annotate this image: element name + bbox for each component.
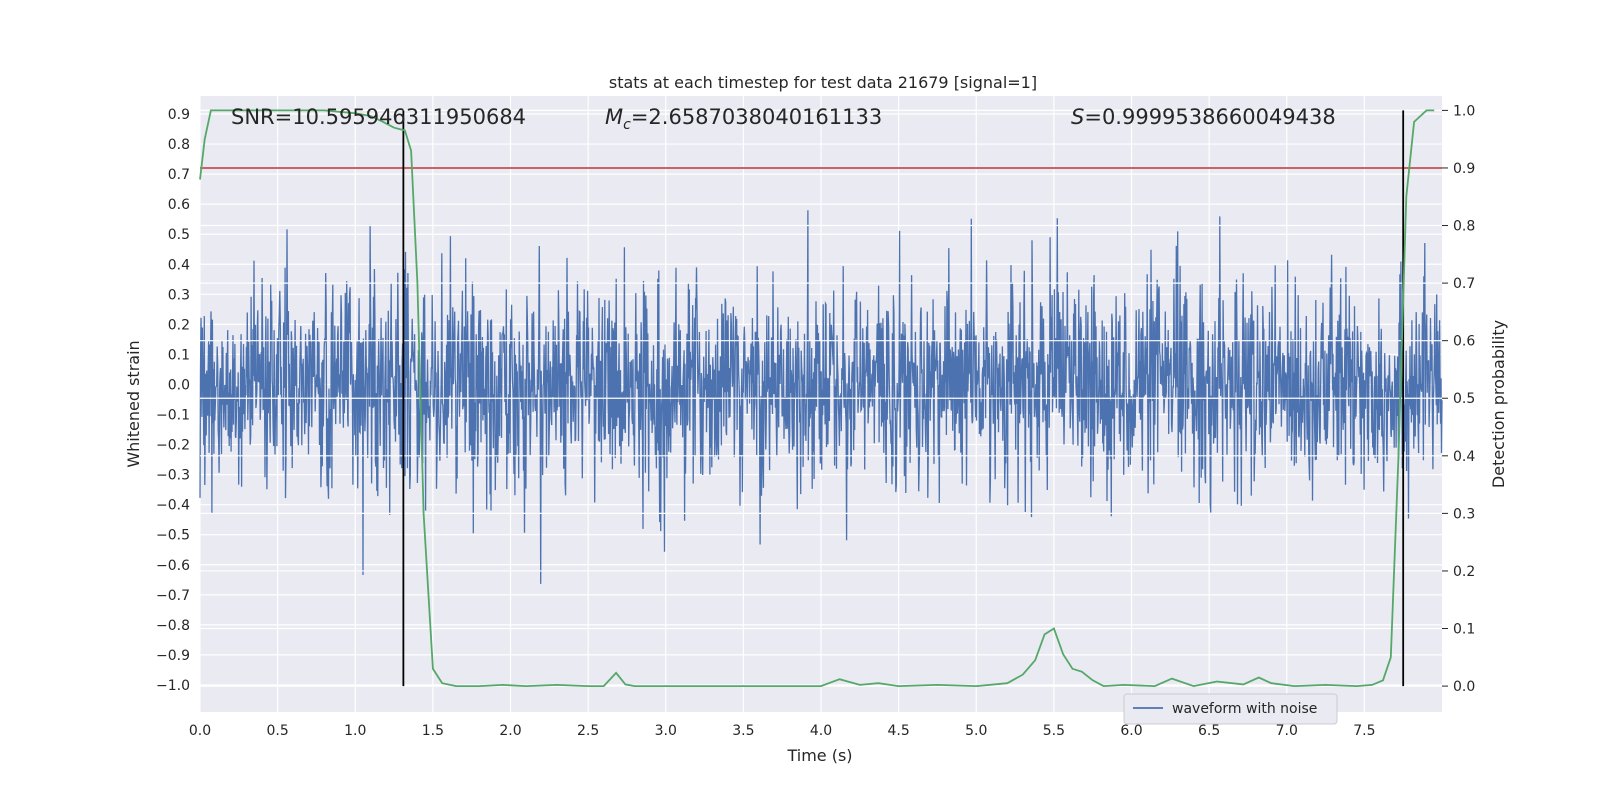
y-tick-label-left: 0.2 (168, 317, 190, 333)
score-symbol: S (1071, 105, 1084, 129)
detection-probability-line (199, 109, 1435, 688)
legend: waveform with noise (1123, 693, 1338, 725)
x-tick-label: 6.0 (1120, 723, 1142, 739)
left-axis: 0.9 0.8 0.7 0.6 0.5 0.4 0.3 0.2 0.1 0.0 −0.1 −0.2 −0… (156, 107, 190, 694)
legend-box (1123, 693, 1338, 725)
y-tick-label-right: 0.7 (1453, 276, 1475, 292)
x-tick-label: 6.5 (1198, 723, 1220, 739)
y-tick-label-left: 0.6 (168, 197, 190, 213)
y-tick-label-left: 0.9 (168, 107, 190, 123)
y-tick-label-left: −0.6 (156, 558, 190, 574)
y-tick-label-left: 0.7 (168, 167, 190, 183)
y-tick-label-right: 1.0 (1453, 103, 1475, 119)
y-tick-label-right: 0.8 (1453, 219, 1475, 235)
y-tick-label-right: 0.0 (1453, 679, 1475, 695)
right-axis: 1.0 0.9 0.8 0.7 0.6 0.5 0.4 0.3 0.2 0.1 0.0 (1442, 103, 1475, 695)
x-tick-label: 2.5 (577, 723, 599, 739)
y-axis-label-left: Whitened strain (124, 340, 143, 467)
x-tick-label: 3.5 (732, 723, 754, 739)
x-axis-label: Time (s) (786, 746, 852, 765)
waveform-line (199, 210, 1443, 584)
x-tick-label: 4.5 (887, 723, 909, 739)
y-tick-label-left: −0.5 (156, 528, 190, 544)
y-tick-label-left: −0.9 (156, 648, 190, 664)
y-tick-label-left: 0.3 (168, 287, 190, 303)
y-tick-label-left: −0.7 (156, 588, 190, 604)
x-tick-label: 7.0 (1276, 723, 1298, 739)
y-tick-label-left: −0.3 (156, 468, 190, 484)
y-tick-label-left: 0.4 (168, 257, 190, 273)
chirp-mass-value: =2.6587038040161133 (631, 105, 882, 129)
x-tick-label: 0.0 (189, 723, 211, 739)
y-tick-label-left: 0.0 (168, 377, 190, 393)
x-tick-label: 5.0 (965, 723, 987, 739)
x-tick-label: 5.5 (1043, 723, 1065, 739)
y-tick-label-right: 0.3 (1453, 506, 1475, 522)
waveform-series (199, 210, 1443, 584)
x-tick-label: 1.5 (422, 723, 444, 739)
chirp-mass-annotation: Mc=2.6587038040161133 (605, 105, 882, 133)
y-tick-label-right: 0.5 (1453, 391, 1475, 407)
legend-label: waveform with noise (1172, 701, 1317, 717)
y-tick-label-right: 0.9 (1453, 161, 1475, 177)
y-tick-label-left: −0.1 (156, 408, 190, 424)
x-tick-label: 4.0 (810, 723, 832, 739)
y-tick-label-left: −0.2 (156, 438, 190, 454)
y-tick-label-right: 0.4 (1453, 449, 1475, 465)
chart-title: stats at each timestep for test data 216… (609, 73, 1037, 92)
x-tick-label: 1.0 (344, 723, 366, 739)
x-tick-label: 0.5 (266, 723, 288, 739)
y-tick-label-right: 0.2 (1453, 564, 1475, 580)
y-tick-label-left: 0.8 (168, 137, 190, 153)
y-tick-label-right: 0.6 (1453, 334, 1475, 350)
vertical-markers (402, 110, 1405, 687)
snr-annotation: SNR=10.595946311950684 (231, 105, 526, 129)
x-tick-label: 3.0 (655, 723, 677, 739)
score-value: =0.9999538660049438 (1084, 105, 1335, 129)
score-annotation: S=0.9999538660049438 (1071, 105, 1336, 129)
chirp-mass-subscript: c (623, 117, 631, 133)
chirp-mass-symbol: M (605, 105, 623, 129)
y-tick-label-left: 0.5 (168, 227, 190, 243)
y-tick-label-left: −0.8 (156, 618, 190, 634)
y-axis-label-right: Detection probability (1489, 320, 1508, 488)
x-tick-label: 7.5 (1353, 723, 1375, 739)
y-tick-label-left: 0.1 (168, 347, 190, 363)
y-tick-label-left: −0.4 (156, 498, 190, 514)
y-tick-label-left: −1.0 (156, 678, 190, 694)
x-axis: 0.0 0.5 1.0 1.5 2.0 2.5 3.0 3.5 4.0 4.5 5.0 5.5 6.0 6… (189, 723, 1376, 739)
y-tick-label-right: 0.1 (1453, 622, 1475, 638)
x-tick-label: 2.0 (499, 723, 521, 739)
